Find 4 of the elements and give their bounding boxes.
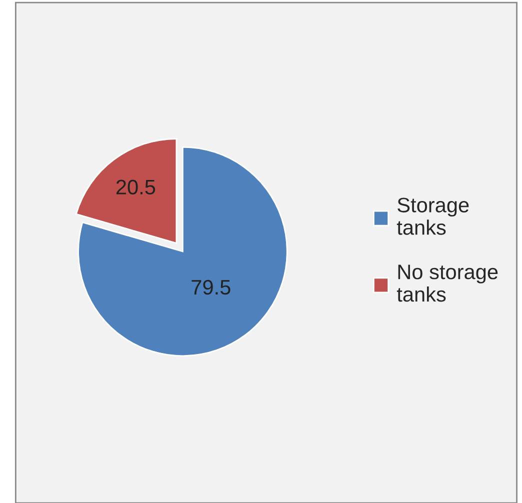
data-label: 20.5 [116, 180, 156, 194]
data-label: 79.5 [192, 280, 230, 295]
legend-label: No storage tanks [396, 264, 498, 302]
legend-label: Storage tanks [396, 198, 469, 235]
